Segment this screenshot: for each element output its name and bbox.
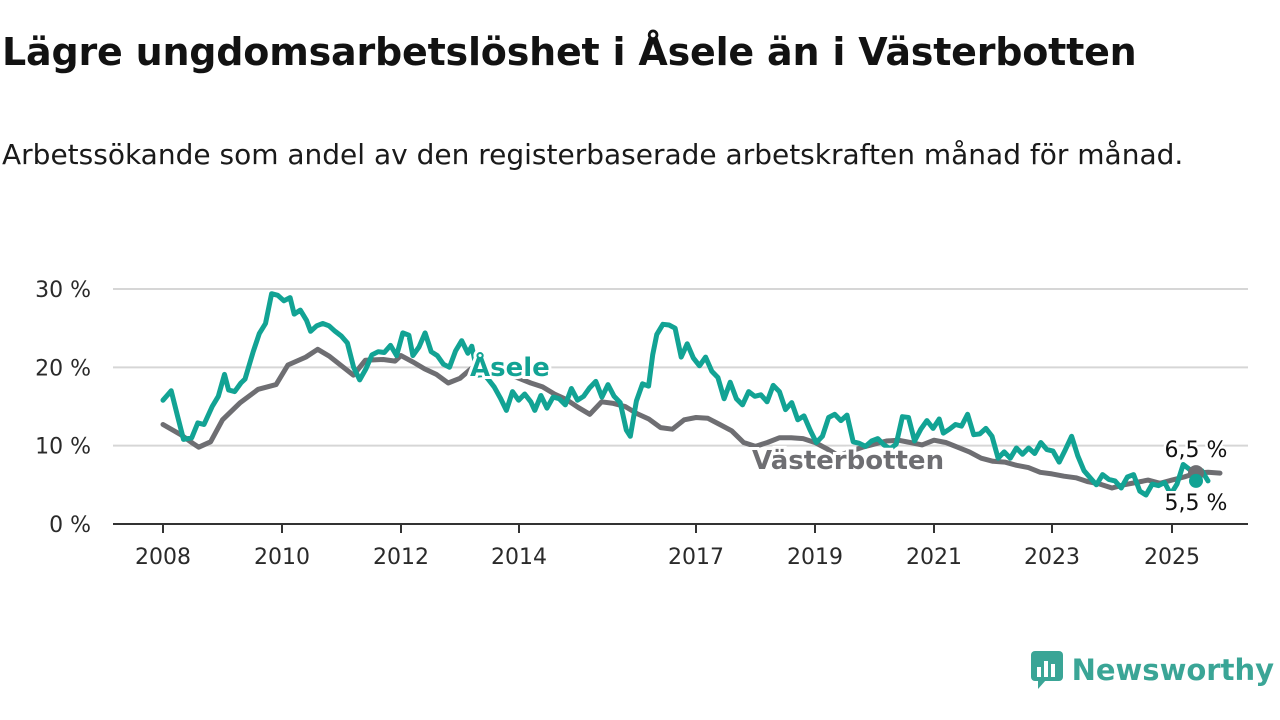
x-tick-label: 2025 xyxy=(1144,545,1200,570)
y-tick-label: 10 % xyxy=(35,435,91,460)
newsworthy-logo-icon xyxy=(1030,651,1063,689)
brand-logo: Newsworthy xyxy=(1030,650,1274,690)
x-tick-label: 2023 xyxy=(1024,545,1080,570)
series-lines xyxy=(160,291,1223,498)
annotations: Åsele Västerbotten 6,5 % 5,5 % xyxy=(467,348,1230,519)
brand-name: Newsworthy xyxy=(1071,653,1274,687)
chart-title: Lägre ungdomsarbetslöshet i Åsele än i V… xyxy=(2,30,1137,74)
x-tick-label: 2010 xyxy=(254,545,310,570)
x-axis: 2008 2010 2012 2014 2017 2019 2021 2023 2025 xyxy=(113,523,1248,570)
y-tick-label: 0 % xyxy=(49,513,91,538)
x-tick-label: 2012 xyxy=(373,545,429,570)
series-line-asele xyxy=(160,291,1211,498)
end-label-vasterbotten: 6,5 % xyxy=(1165,438,1228,463)
gridlines: 0 % 10 % 20 % 30 % xyxy=(35,278,1248,538)
chart-subtitle: Arbetssökande som andel av den registerb… xyxy=(2,138,1184,171)
series-line-vasterbotten xyxy=(160,346,1223,491)
x-tick-label: 2019 xyxy=(787,545,843,570)
series-label-asele: Åsele xyxy=(470,351,550,383)
x-tick-label: 2021 xyxy=(906,545,962,570)
x-tick-label: 2017 xyxy=(668,545,724,570)
end-marker-asele xyxy=(1189,473,1203,488)
y-tick-label: 30 % xyxy=(35,278,91,303)
series-label-vasterbotten: Västerbotten xyxy=(752,446,944,476)
end-label-asele: 5,5 % xyxy=(1165,491,1228,516)
x-tick-label: 2008 xyxy=(135,545,191,570)
y-tick-label: 20 % xyxy=(35,356,91,381)
x-tick-label: 2014 xyxy=(491,545,547,570)
